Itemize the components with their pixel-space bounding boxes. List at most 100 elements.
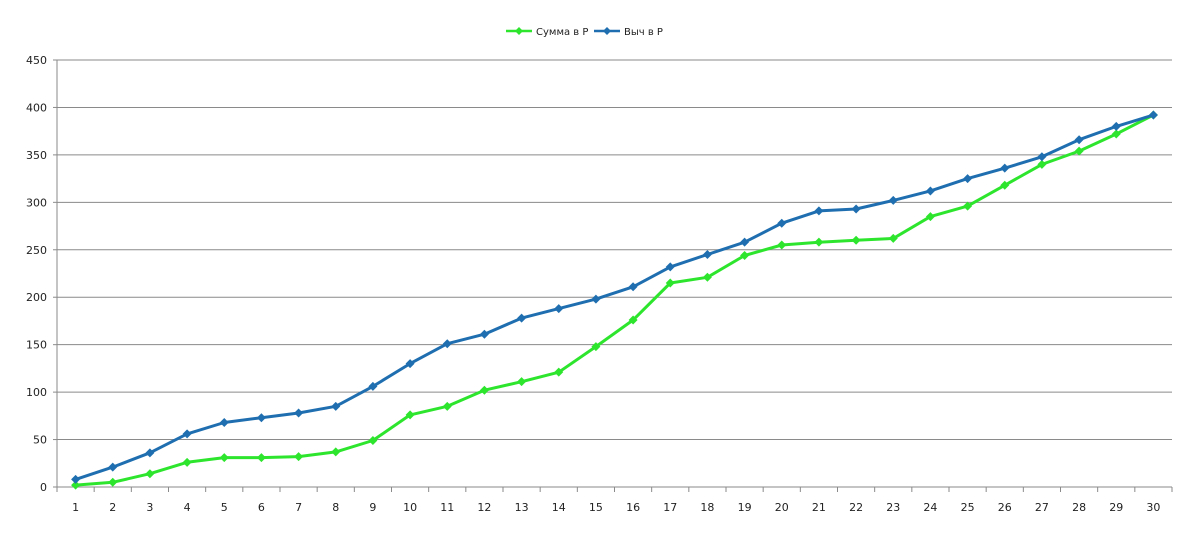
data-point <box>665 278 675 288</box>
x-tick-label: 18 <box>700 501 714 514</box>
x-tick-label: 17 <box>663 501 677 514</box>
data-point <box>442 339 452 349</box>
data-point <box>1037 152 1047 162</box>
data-point <box>442 401 452 411</box>
data-point <box>517 377 527 387</box>
y-tick-label: 400 <box>26 101 47 114</box>
data-point <box>256 413 266 423</box>
x-tick-label: 4 <box>184 501 191 514</box>
data-point <box>888 233 898 243</box>
x-tick-label: 20 <box>775 501 789 514</box>
data-point <box>368 436 378 446</box>
x-tick-label: 23 <box>886 501 900 514</box>
x-tick-label: 6 <box>258 501 265 514</box>
data-point <box>740 237 750 247</box>
data-point <box>294 452 304 462</box>
data-point <box>925 186 935 196</box>
data-point <box>1111 129 1121 139</box>
data-point <box>182 429 192 439</box>
y-tick-label: 450 <box>26 54 47 67</box>
data-point <box>628 282 638 292</box>
x-tick-label: 21 <box>812 501 826 514</box>
data-point <box>777 218 787 228</box>
data-point <box>925 212 935 222</box>
data-point <box>963 201 973 211</box>
data-point <box>517 313 527 323</box>
x-tick-label: 12 <box>477 501 491 514</box>
data-point <box>405 359 415 369</box>
y-tick-label: 0 <box>40 481 47 494</box>
data-point <box>71 480 81 490</box>
series-1 <box>71 110 1158 484</box>
series-0 <box>71 110 1158 490</box>
data-point <box>1074 146 1084 156</box>
data-point <box>1000 180 1010 190</box>
series-line <box>75 113 1155 487</box>
x-tick-label: 7 <box>295 501 302 514</box>
data-point <box>814 206 824 216</box>
x-tick-label: 5 <box>221 501 228 514</box>
y-tick-label: 250 <box>26 244 47 257</box>
x-tick-label: 11 <box>440 501 454 514</box>
data-point <box>591 342 601 352</box>
x-tick-label: 9 <box>369 501 376 514</box>
data-point <box>702 272 712 282</box>
data-point <box>702 250 712 260</box>
data-point <box>591 294 601 304</box>
data-point <box>814 237 824 247</box>
data-point <box>368 381 378 391</box>
y-axis-ticks: 0 50 100 150 200 250 300 350 400 450 <box>26 54 57 494</box>
data-point <box>331 401 341 411</box>
gridlines <box>57 59 1172 441</box>
data-point <box>479 329 489 339</box>
y-tick-label: 100 <box>26 386 47 399</box>
data-point <box>1074 135 1084 145</box>
data-point <box>108 462 118 472</box>
x-tick-label: 8 <box>332 501 339 514</box>
legend-marker-vych <box>603 27 611 35</box>
data-point <box>219 453 229 463</box>
series-layer <box>71 110 1158 490</box>
data-point <box>1111 121 1121 131</box>
x-tick-label: 3 <box>146 501 153 514</box>
data-point <box>108 477 118 487</box>
data-point <box>405 410 415 420</box>
x-tick-label: 19 <box>738 501 752 514</box>
data-point <box>71 474 81 484</box>
x-tick-label: 30 <box>1146 501 1160 514</box>
x-axis-ticks: 1 2 3 4 5 6 7 8 9 10 11 12 13 14 15 16 17 18 19 20 21 22 23 24 2… <box>56 487 1173 514</box>
x-tick-label: 15 <box>589 501 603 514</box>
series-line <box>75 113 1154 481</box>
y-tick-label: 350 <box>26 149 47 162</box>
legend-item-summa: Сумма в Р <box>506 27 588 38</box>
x-tick-label: 25 <box>961 501 975 514</box>
x-tick-label: 22 <box>849 501 863 514</box>
x-tick-label: 1 <box>72 501 79 514</box>
data-point <box>1037 159 1047 169</box>
data-point <box>628 315 638 325</box>
x-tick-label: 24 <box>923 501 937 514</box>
y-tick-label: 300 <box>26 196 47 209</box>
data-point <box>1148 110 1158 120</box>
x-tick-label: 2 <box>109 501 116 514</box>
data-point <box>851 204 861 214</box>
data-point <box>256 453 266 463</box>
x-tick-label: 26 <box>998 501 1012 514</box>
legend: Сумма в Р Выч в Р <box>506 27 663 38</box>
y-tick-label: 50 <box>33 434 47 447</box>
x-tick-label: 10 <box>403 501 417 514</box>
x-tick-label: 29 <box>1109 501 1123 514</box>
y-tick-label: 200 <box>26 291 47 304</box>
data-point <box>851 235 861 245</box>
x-tick-label: 14 <box>552 501 566 514</box>
data-point <box>145 448 155 458</box>
y-tick-label: 150 <box>26 339 47 352</box>
data-point <box>479 385 489 395</box>
data-point <box>554 304 564 314</box>
x-tick-label: 16 <box>626 501 640 514</box>
legend-label-summa: Сумма в Р <box>536 27 588 38</box>
legend-item-vych: Выч в Р <box>594 27 663 38</box>
data-point <box>1000 163 1010 173</box>
x-tick-label: 27 <box>1035 501 1049 514</box>
